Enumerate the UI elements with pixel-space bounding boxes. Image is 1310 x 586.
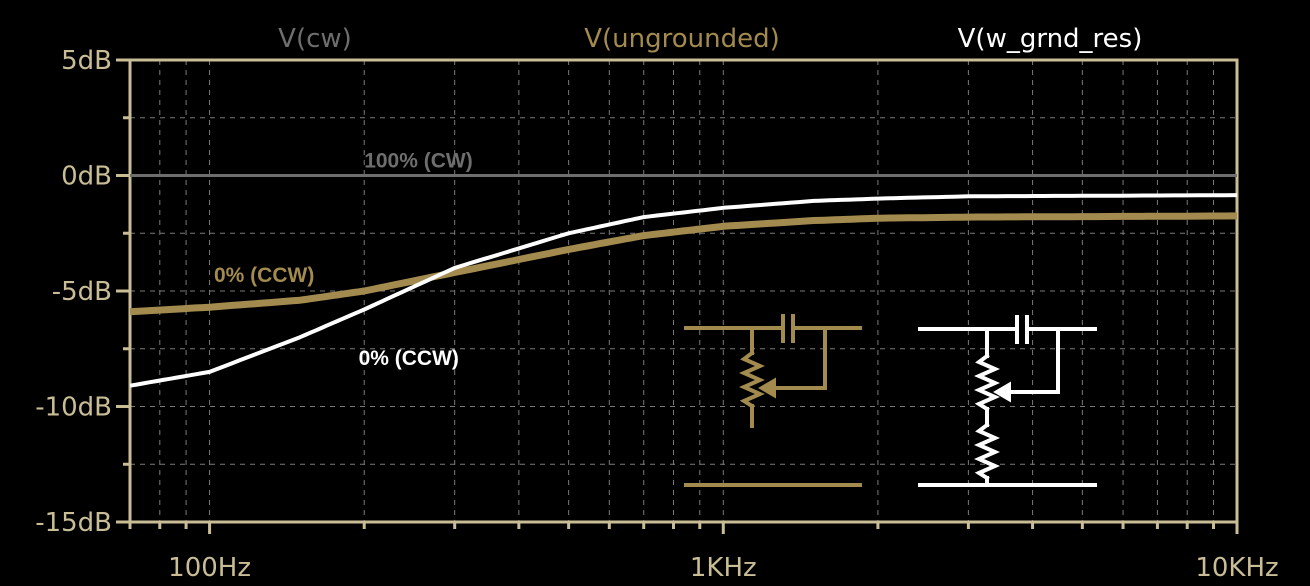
axes: 100Hz 1KHz 10KHz 5dB 0dB -5dB -10dB -15dB [35, 46, 1278, 583]
annotation-label: 0% (CCW) [214, 264, 314, 287]
series-line-v-ungrounded- [129, 212, 1238, 316]
x-tick-label: 10KHz [1195, 553, 1278, 583]
legend-entry: V(ungrounded) [584, 24, 780, 54]
legend-entry: V(w_grnd_res) [958, 24, 1143, 54]
y-tick-label: -10dB [35, 393, 112, 423]
data-series [129, 174, 1238, 388]
y-tick-label: 5dB [61, 46, 112, 76]
schematic-grounded-resistor [918, 315, 1097, 487]
annotations: 100% (CW) 0% (CCW) 0% (CCW) [214, 149, 473, 370]
annotation-label: 100% (CW) [364, 149, 473, 172]
legend-entry: V(cw) [278, 24, 352, 54]
x-tick-label: 1KHz [690, 553, 757, 583]
y-tick-label: -5dB [52, 277, 112, 307]
y-tick-label: -15dB [35, 508, 112, 538]
annotation-label: 0% (CCW) [359, 347, 459, 370]
series-line-v-w-grnd-res- [129, 193, 1238, 388]
schematic-ungrounded-pot [684, 314, 862, 487]
y-tick-label: 0dB [61, 162, 112, 192]
grid-lines [130, 60, 1237, 522]
x-tick-label: 100Hz [168, 553, 251, 583]
legend: V(cw) V(ungrounded) V(w_grnd_res) [278, 24, 1142, 54]
